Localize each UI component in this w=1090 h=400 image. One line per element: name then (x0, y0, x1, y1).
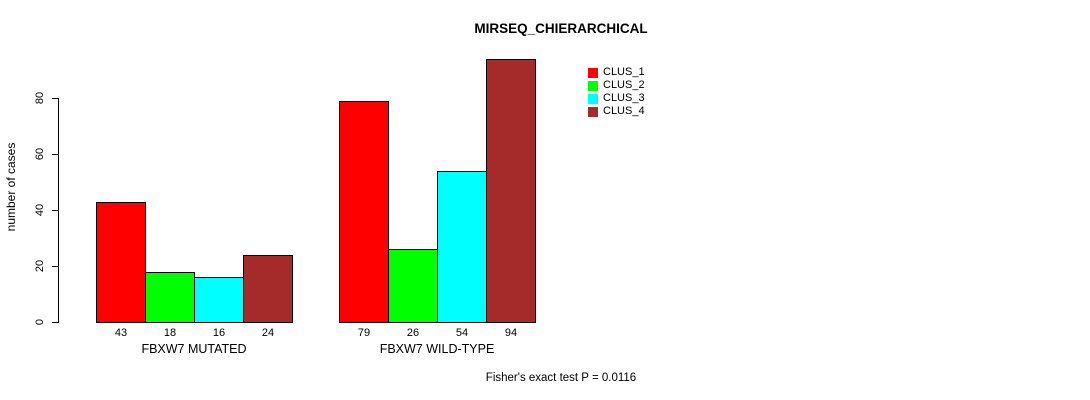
bar-clus-2-fbxw7-mutated (145, 271, 195, 323)
y-axis-line (58, 98, 59, 323)
footnote-fishers-test: Fisher's exact test P = 0.0116 (485, 372, 637, 384)
bar-clus-2-fbxw7-wild-type (388, 249, 438, 323)
y-tick-label: 0 (34, 318, 46, 326)
legend-item-label: CLUS_4 (603, 105, 645, 117)
y-tick-label: 60 (34, 147, 46, 161)
y-tick (52, 266, 58, 267)
legend-item-clus-1: CLUS_1 (588, 66, 645, 79)
y-tick-label: 40 (34, 203, 46, 217)
y-axis-label: number of cases (4, 142, 18, 232)
bar-value-label: 79 (357, 327, 371, 339)
y-tick (52, 322, 58, 323)
legend-swatch-clus-3 (588, 93, 598, 104)
legend-item-label: CLUS_3 (603, 92, 645, 104)
legend-swatch-clus-1 (588, 67, 598, 78)
y-tick (52, 210, 58, 211)
legend-item-label: CLUS_2 (603, 79, 645, 91)
y-tick (52, 154, 58, 155)
legend: CLUS_1 CLUS_2 CLUS_3 CLUS_4 (588, 66, 645, 118)
x-category-label-mutated: FBXW7 MUTATED (141, 342, 247, 356)
bar-value-label: 43 (114, 327, 128, 339)
y-tick (52, 98, 58, 99)
bar-value-label: 94 (504, 327, 518, 339)
y-tick-label: 80 (34, 91, 46, 105)
legend-item-label: CLUS_1 (603, 66, 645, 78)
bar-value-label: 16 (212, 327, 226, 339)
chart-title: MIRSEQ_CHIERARCHICAL (474, 21, 648, 36)
bar-clus-3-fbxw7-wild-type (437, 170, 487, 323)
legend-swatch-clus-2 (588, 80, 598, 91)
bar-clus-1-fbxw7-wild-type (339, 100, 389, 323)
bar-value-label: 26 (406, 327, 420, 339)
legend-item-clus-3: CLUS_3 (588, 92, 645, 105)
bar-clus-4-fbxw7-mutated (243, 254, 293, 323)
bar-clus-3-fbxw7-mutated (194, 277, 244, 323)
x-category-label-wild-type: FBXW7 WILD-TYPE (379, 342, 495, 356)
bar-clus-4-fbxw7-wild-type (486, 58, 536, 323)
y-tick-label: 20 (34, 259, 46, 273)
legend-swatch-clus-4 (588, 106, 598, 117)
bar-value-label: 18 (163, 327, 177, 339)
bar-value-label: 24 (261, 327, 275, 339)
bar-clus-1-fbxw7-mutated (96, 201, 146, 323)
legend-item-clus-2: CLUS_2 (588, 79, 645, 92)
bar-value-label: 54 (455, 327, 469, 339)
legend-item-clus-4: CLUS_4 (588, 105, 645, 118)
